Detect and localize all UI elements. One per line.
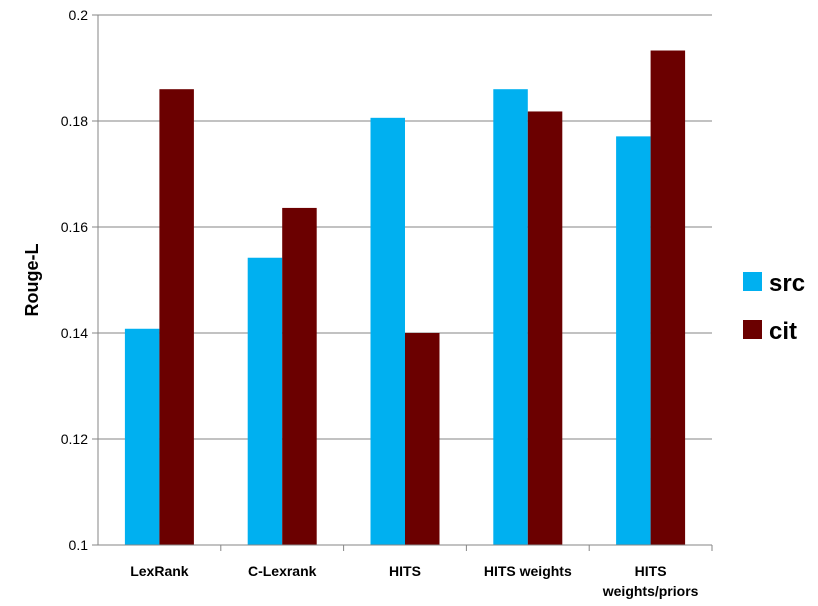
- bar-cit-2: [405, 333, 440, 545]
- x-category-label: HITS: [389, 563, 421, 579]
- x-category-label: C-Lexrank: [248, 563, 317, 579]
- bar-src-4: [616, 136, 651, 545]
- y-tick-label: 0.16: [61, 219, 88, 235]
- axes: [92, 14, 713, 551]
- bars: [124, 50, 686, 546]
- y-axis-title: Rouge-L: [22, 244, 42, 317]
- y-tick-label: 0.12: [61, 431, 88, 447]
- legend-label-src: src: [769, 270, 805, 297]
- x-category-labels: LexRank C-Lexrank HITS HITS weights HITS weig…: [130, 563, 698, 599]
- y-tick-labels: 0.1 0.12 0.14 0.16 0.18 0.2: [61, 7, 88, 553]
- y-tick-label: 0.18: [61, 113, 88, 129]
- y-tick-label: 0.2: [69, 7, 89, 23]
- bar-cit-0: [159, 89, 194, 545]
- bar-cit-3: [527, 111, 563, 546]
- x-category-label: HITS: [635, 563, 667, 579]
- legend-swatch-src: [743, 272, 762, 291]
- bar-cit-1: [282, 207, 317, 546]
- x-category-label: LexRank: [130, 563, 189, 579]
- bar-src-2: [370, 117, 405, 545]
- bar-cit-4: [650, 50, 686, 545]
- legend-label-cit: cit: [769, 318, 797, 345]
- x-category-label: HITS weights: [484, 563, 572, 579]
- bar-src-3: [493, 89, 528, 545]
- y-tick-label: 0.14: [61, 325, 88, 341]
- legend-swatch-cit: [743, 320, 762, 339]
- bar-src-1: [247, 257, 283, 545]
- x-category-label: weights/priors: [602, 583, 699, 599]
- legend: src cit: [743, 270, 805, 345]
- bar-src-0: [124, 328, 160, 545]
- y-tick-label: 0.1: [69, 537, 89, 553]
